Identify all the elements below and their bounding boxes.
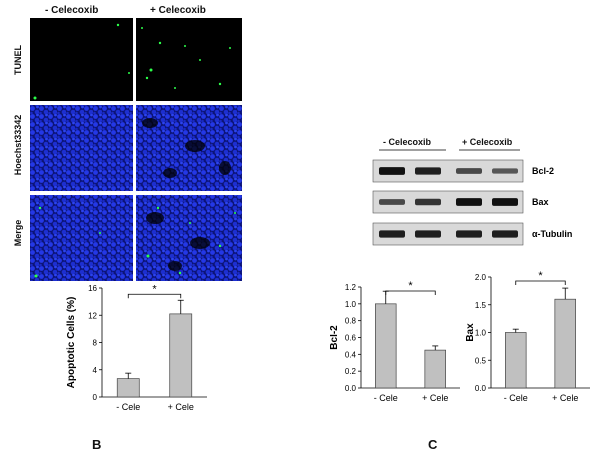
y-tick-label: 1.0 (345, 300, 357, 309)
y-tick-label: 0.8 (345, 317, 357, 326)
blot-band-r2-l0 (379, 230, 405, 238)
y-axis-label: Bcl-2 (330, 325, 340, 350)
significance-marker: * (538, 270, 543, 282)
blot-band-r0-l0 (379, 167, 405, 175)
y-tick-label: 0 (93, 393, 98, 402)
y-tick-label: 1.5 (475, 301, 487, 310)
blot-band-r2-l1 (415, 230, 441, 238)
western-blot: Bcl-2 Bax α-Tubulin (372, 149, 572, 246)
blot-band-r1-l3 (492, 198, 518, 206)
chart-bcl2: 0.0 0.2 0.4 0.6 0.8 1.0 1.2 Bcl-2 - Cele + Cele * (330, 280, 460, 403)
category-label-1: + Cele (552, 393, 578, 403)
y-tick-label: 2.0 (475, 273, 487, 282)
micrograph-col-label-plus: + Celecoxib (150, 5, 206, 16)
micrograph-row-label-hoechst: Hoechst33342 (13, 114, 23, 176)
merge-minus-image (30, 195, 133, 281)
blot-band-r1-l1 (415, 198, 441, 206)
y-tick-label: 1.2 (345, 283, 357, 292)
y-axis-label: Apoptotic Cells (%) (66, 297, 77, 389)
blot-band-r0-l2 (456, 168, 482, 174)
tunel-minus-image (30, 18, 133, 101)
significance-bracket (385, 290, 436, 295)
y-tick-label: 8 (93, 339, 98, 348)
y-tick-label: 0.0 (345, 384, 357, 393)
bar-0 (505, 332, 527, 389)
bar-0 (375, 303, 397, 389)
y-tick-label: 1.0 (475, 329, 487, 338)
y-tick-label: 0.5 (475, 356, 487, 365)
y-tick-label: 4 (93, 366, 98, 375)
chart-apoptotic-cells: 0 4 8 12 16 Apoptotic Cells (%) - Cele + Cele * (66, 283, 207, 412)
blot-row-2 (372, 222, 524, 246)
y-tick-label: 16 (88, 284, 97, 293)
micrograph-row-label-merge: Merge (13, 219, 23, 247)
y-axis-label: Bax (465, 323, 476, 342)
significance-marker: * (152, 283, 157, 295)
chart-bax: 0.0 0.5 1.0 1.5 2.0 Bax - Cele + Cele * (465, 270, 590, 403)
category-label-1: + Cele (422, 393, 448, 403)
blot-row-0 (372, 159, 524, 183)
y-tick-label: 12 (88, 311, 97, 320)
blot-label-bax: Bax (532, 197, 549, 207)
blot-band-r2-l2 (456, 230, 482, 238)
category-label-1: + Cele (168, 402, 194, 412)
panel-letter-c: C (428, 437, 438, 452)
blot-band-r1-l2 (456, 198, 482, 206)
blot-band-r0-l1 (415, 167, 441, 175)
significance-marker: * (408, 280, 413, 292)
blot-band-r1-l0 (379, 199, 405, 205)
y-tick-label: 0.6 (345, 334, 357, 343)
blot-group-label-minus: - Celecoxib (383, 137, 432, 147)
bar-0 (116, 378, 140, 398)
blot-group-label-plus: + Celecoxib (462, 137, 513, 147)
blot-label-tubulin: α-Tubulin (532, 229, 572, 239)
y-tick-label: 0.4 (345, 350, 357, 359)
significance-bracket (127, 293, 182, 299)
category-label-0: - Cele (116, 402, 140, 412)
micrograph-grid (30, 18, 242, 281)
tunel-signal-dots (33, 23, 231, 100)
blot-label-bcl2: Bcl-2 (532, 166, 554, 176)
blot-row-1 (372, 190, 524, 214)
hoechst-minus-image (30, 105, 133, 191)
category-label-0: - Cele (374, 393, 398, 403)
bar-1 (424, 349, 446, 389)
significance-bracket (515, 280, 566, 285)
y-tick-label: 0.2 (345, 367, 357, 376)
blot-band-r0-l3 (492, 168, 518, 174)
category-label-0: - Cele (504, 393, 528, 403)
tunel-plus-image (136, 18, 242, 101)
bar-1 (169, 313, 193, 398)
bar-1 (554, 298, 576, 389)
micrograph-row-label-tunel: TUNEL (13, 45, 23, 75)
blot-band-r2-l3 (492, 230, 518, 238)
merge-plus-image (136, 195, 242, 281)
panel-letter-b: B (92, 437, 102, 452)
y-tick-label: 0.0 (475, 384, 487, 393)
micrograph-col-label-minus: - Celecoxib (45, 5, 99, 16)
